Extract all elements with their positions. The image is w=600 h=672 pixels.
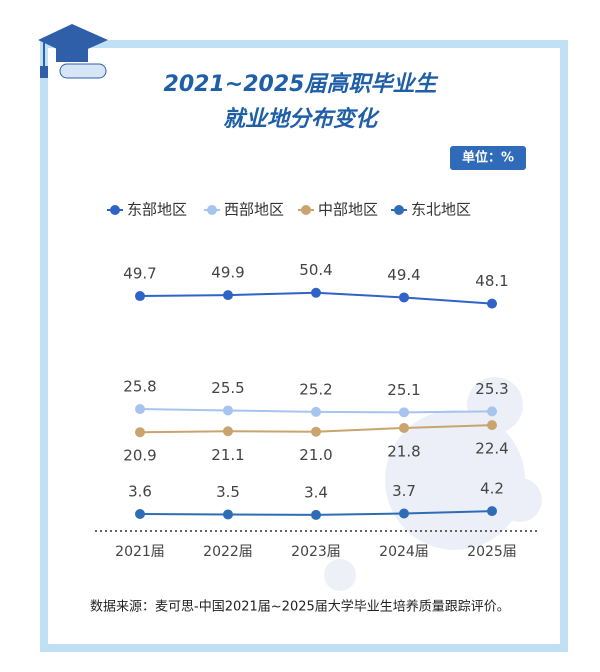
data-point	[311, 287, 321, 298]
data-label: 25.5	[211, 379, 244, 397]
data-label: 49.9	[211, 264, 244, 282]
legend-label: 东北地区	[411, 201, 471, 219]
data-point	[223, 405, 233, 416]
x-tick-label: 2022届	[203, 544, 253, 560]
x-tick-label: 2025届	[467, 544, 517, 560]
legend-label: 中部地区	[318, 201, 378, 219]
data-point	[223, 509, 233, 520]
legend-marker	[110, 205, 120, 215]
data-label: 21.1	[211, 446, 244, 464]
legend-marker	[394, 205, 404, 215]
data-point	[487, 406, 497, 417]
data-label: 3.4	[304, 483, 328, 501]
data-label: 25.2	[299, 380, 332, 398]
data-label: 25.3	[475, 380, 508, 398]
data-point	[311, 509, 321, 520]
data-label: 3.6	[128, 482, 152, 500]
data-point	[399, 508, 409, 519]
data-label: 3.5	[216, 483, 240, 501]
data-point	[399, 422, 409, 433]
legend-label: 西部地区	[224, 201, 284, 219]
frame	[40, 40, 568, 652]
x-tick-label: 2023届	[291, 544, 341, 560]
data-point	[223, 290, 233, 301]
title-line: 2021~2025届高职毕业生	[164, 71, 439, 97]
legend-marker	[207, 205, 217, 215]
data-point	[487, 420, 497, 431]
x-tick-label: 2021届	[115, 544, 165, 560]
data-point	[135, 291, 145, 302]
data-label: 21.8	[387, 442, 420, 460]
data-label: 49.7	[123, 265, 156, 283]
x-tick-label: 2024届	[379, 544, 429, 560]
graduation-cap	[38, 24, 108, 79]
data-point	[487, 298, 497, 309]
data-label: 48.1	[475, 272, 508, 290]
data-label: 25.8	[123, 378, 156, 396]
data-point	[487, 506, 497, 517]
unit-label: 单位：%	[462, 150, 514, 166]
legend-marker	[301, 205, 311, 215]
legend-label: 东部地区	[127, 201, 187, 219]
title-line: 就业地分布变化	[223, 106, 380, 132]
data-label: 3.7	[392, 482, 416, 500]
data-label: 20.9	[123, 447, 156, 465]
data-label: 22.4	[475, 440, 508, 458]
data-label: 4.2	[480, 480, 504, 498]
data-point	[399, 292, 409, 303]
data-point	[311, 426, 321, 437]
source-note: 数据来源：麦可思-中国2021届~2025届大学毕业生培养质量跟踪评价。	[90, 599, 510, 615]
data-point	[223, 426, 233, 437]
data-point	[135, 427, 145, 438]
data-point	[399, 407, 409, 418]
data-label: 49.4	[387, 266, 420, 284]
data-label: 21.0	[299, 446, 332, 464]
data-label: 50.4	[299, 261, 332, 279]
data-point	[311, 406, 321, 417]
data-label: 25.1	[387, 381, 420, 399]
data-point	[135, 404, 145, 415]
data-point	[135, 508, 145, 519]
unit-badge	[450, 146, 526, 170]
